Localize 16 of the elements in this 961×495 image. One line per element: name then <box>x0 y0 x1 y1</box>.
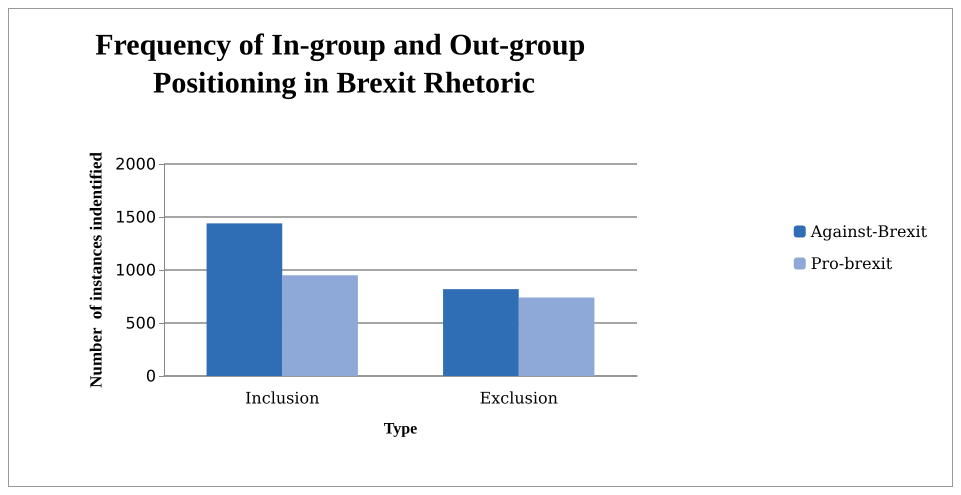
y-axis-title: Number of instances indentified <box>86 152 106 388</box>
x-tick-label: Exclusion <box>480 388 558 408</box>
bar <box>282 275 358 376</box>
y-tick-label: 1000 <box>115 260 156 280</box>
legend-label: Against-Brexit <box>810 222 928 241</box>
x-tick-label: Inclusion <box>245 388 320 408</box>
chart-title: Frequency of In-group and Out-group Positioning in Brexit Rhetoric <box>95 28 593 100</box>
y-tick-label: 1500 <box>115 208 156 226</box>
bar <box>206 223 282 376</box>
bar <box>518 298 594 376</box>
x-axis-title: Type <box>384 420 418 438</box>
y-tick-label: 0 <box>146 366 156 386</box>
bar <box>443 289 519 376</box>
y-tick-label: 2000 <box>115 154 156 174</box>
legend-label: Pro-brexit <box>810 254 893 273</box>
y-tick-label: 500 <box>125 314 156 332</box>
